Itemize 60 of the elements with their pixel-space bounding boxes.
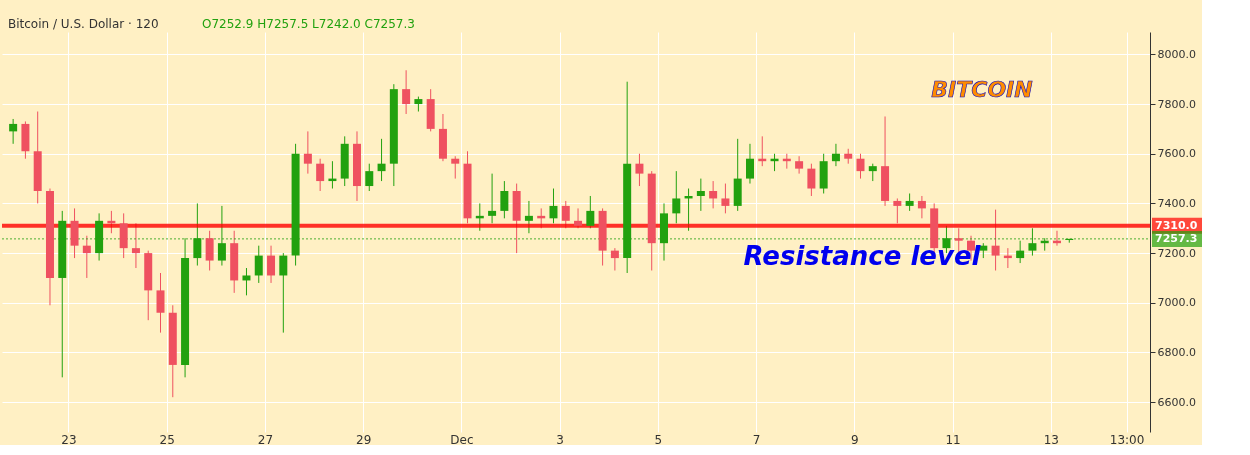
- candlestick: [451, 155, 460, 180]
- y-tick-label: 8000.0: [1157, 47, 1196, 61]
- x-tick-label: 27: [257, 432, 274, 447]
- x-tick-label: 9: [851, 432, 859, 447]
- candlestick: [709, 180, 718, 209]
- candlestick: [131, 222, 140, 269]
- x-tick-label: 29: [356, 432, 372, 447]
- candlestick: [586, 195, 595, 229]
- x-tick-label: 13:00: [1109, 432, 1145, 447]
- y-tick-label: 6600.0: [1157, 395, 1196, 409]
- candlestick: [721, 183, 730, 214]
- annotation: BITCOIN: [931, 77, 1033, 102]
- x-tick-label: 11: [945, 432, 961, 447]
- candlestick: [991, 209, 1000, 272]
- candlestick: [500, 180, 509, 219]
- candlestick: [303, 130, 312, 175]
- candlestick: [795, 155, 804, 175]
- candlestick: [242, 267, 251, 296]
- y-tick-label: 7600.0: [1157, 147, 1196, 161]
- y-tick-label: 6800.0: [1157, 346, 1196, 359]
- candlestick: [9, 118, 18, 145]
- candlestick: [365, 163, 374, 192]
- candlestick: [635, 153, 644, 187]
- candlestick: [377, 138, 386, 182]
- candlestick: [524, 200, 533, 234]
- y-tick-label: 7800.0: [1157, 97, 1196, 111]
- x-tick-label: 23: [61, 432, 77, 447]
- x-tick-label: 3: [556, 432, 564, 447]
- y-tick-label: 7200.0: [1157, 246, 1196, 260]
- annotation: Resistance level: [743, 241, 982, 271]
- candlestick: [279, 252, 288, 334]
- candlestick: [156, 272, 165, 334]
- candlestick: [917, 195, 926, 219]
- x-tick-label: Dec: [450, 432, 474, 447]
- y-tick-label: 7400.0: [1157, 196, 1196, 210]
- candlestick: [745, 143, 754, 185]
- candlestick: [831, 143, 840, 167]
- candlestick: [488, 173, 497, 224]
- candlestick: [316, 158, 325, 192]
- candlestick: [856, 153, 865, 180]
- ref-line-label: 7310.0: [1155, 218, 1198, 232]
- x-tick-label: 13: [1043, 432, 1059, 447]
- candlestick: [267, 245, 276, 284]
- x-tick-label: 25: [159, 432, 175, 447]
- candlestick: [254, 245, 263, 284]
- candlestick: [402, 69, 411, 115]
- chart-subtitle: O7252.9 H7257.5 L7242.0 C7257.3: [202, 17, 415, 31]
- candlestick: [82, 235, 91, 279]
- candlestick: [696, 178, 705, 212]
- candlestick: [672, 170, 681, 224]
- candlestick: [610, 247, 619, 272]
- chart-title: Bitcoin / U.S. Dollar · 120: [8, 17, 159, 31]
- ref-line-label: 7257.3: [1155, 231, 1198, 245]
- candlestick: [807, 163, 816, 197]
- candlestick: [893, 197, 902, 224]
- x-tick-label: 5: [654, 432, 663, 447]
- candlestick: [205, 230, 214, 272]
- y-tick-label: 7000.0: [1157, 296, 1196, 310]
- candlestick: [549, 188, 558, 224]
- x-tick-label: 7: [752, 432, 761, 447]
